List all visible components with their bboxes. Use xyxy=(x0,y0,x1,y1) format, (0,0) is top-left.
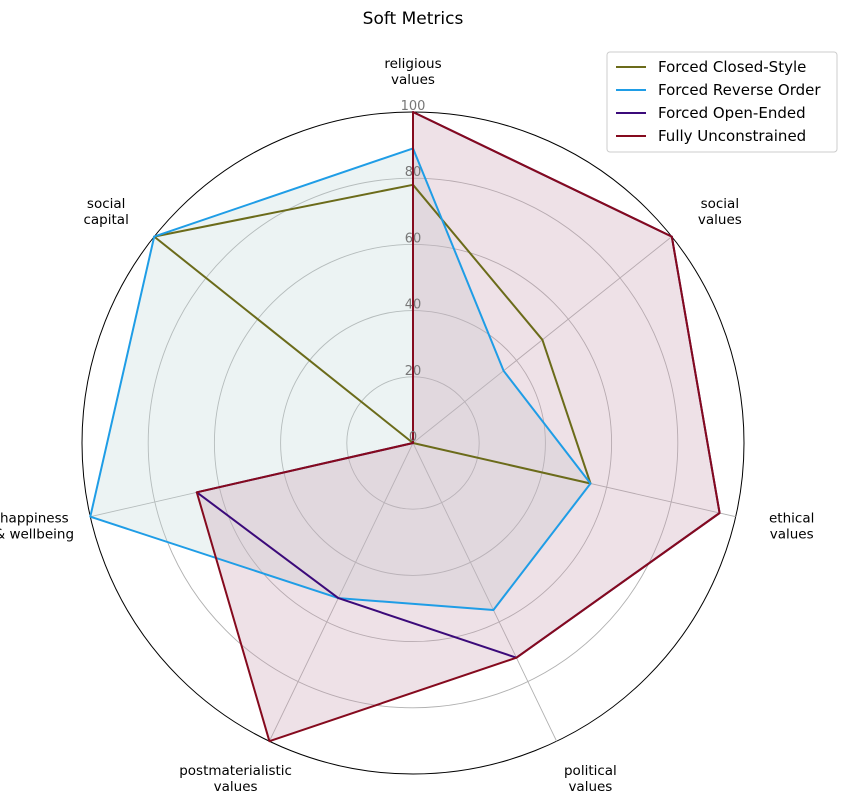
legend-label: Fully Unconstrained xyxy=(658,127,806,145)
legend-label: Forced Closed-Style xyxy=(658,58,806,76)
series-area-2 xyxy=(90,148,591,610)
series-lines xyxy=(89,111,721,743)
radial-tick-labels: 0 20 40 60 80 100 xyxy=(401,99,426,445)
axis-label: ethical values xyxy=(769,511,814,543)
series-line-1 xyxy=(153,183,592,485)
legend: Forced Closed-Style Forced Reverse Order F… xyxy=(606,51,838,153)
series-layer xyxy=(89,111,721,743)
legend-frame xyxy=(606,51,838,153)
radial-tick-label: 20 xyxy=(405,364,422,379)
radial-tick-label: 60 xyxy=(405,231,422,246)
spoke-line xyxy=(268,442,414,742)
spoke-line xyxy=(412,442,558,742)
series-area-4 xyxy=(196,112,720,742)
legend-label: Forced Reverse Order xyxy=(658,81,821,99)
chart-title: Soft Metrics xyxy=(363,9,464,29)
radial-tick-label: 40 xyxy=(405,298,422,313)
axis-label: social capital xyxy=(83,196,128,228)
series-line-2 xyxy=(89,147,592,611)
axis-labels: religious values social values ethical values… xyxy=(0,56,814,795)
axis-label: religious values xyxy=(384,56,441,88)
radial-tick-label: 80 xyxy=(405,165,422,180)
axis-label: political values xyxy=(564,763,617,795)
series-line-4 xyxy=(195,111,721,743)
legend-label: Forced Open-Ended xyxy=(658,104,806,122)
axis-label: social values xyxy=(698,196,742,228)
radial-tick-label: 0 xyxy=(409,430,417,445)
axis-label: postmaterialistic values xyxy=(179,763,292,795)
series-fills xyxy=(90,112,720,742)
axis-label: happiness & wellbeing xyxy=(0,511,74,543)
radial-tick-label: 100 xyxy=(401,99,426,114)
